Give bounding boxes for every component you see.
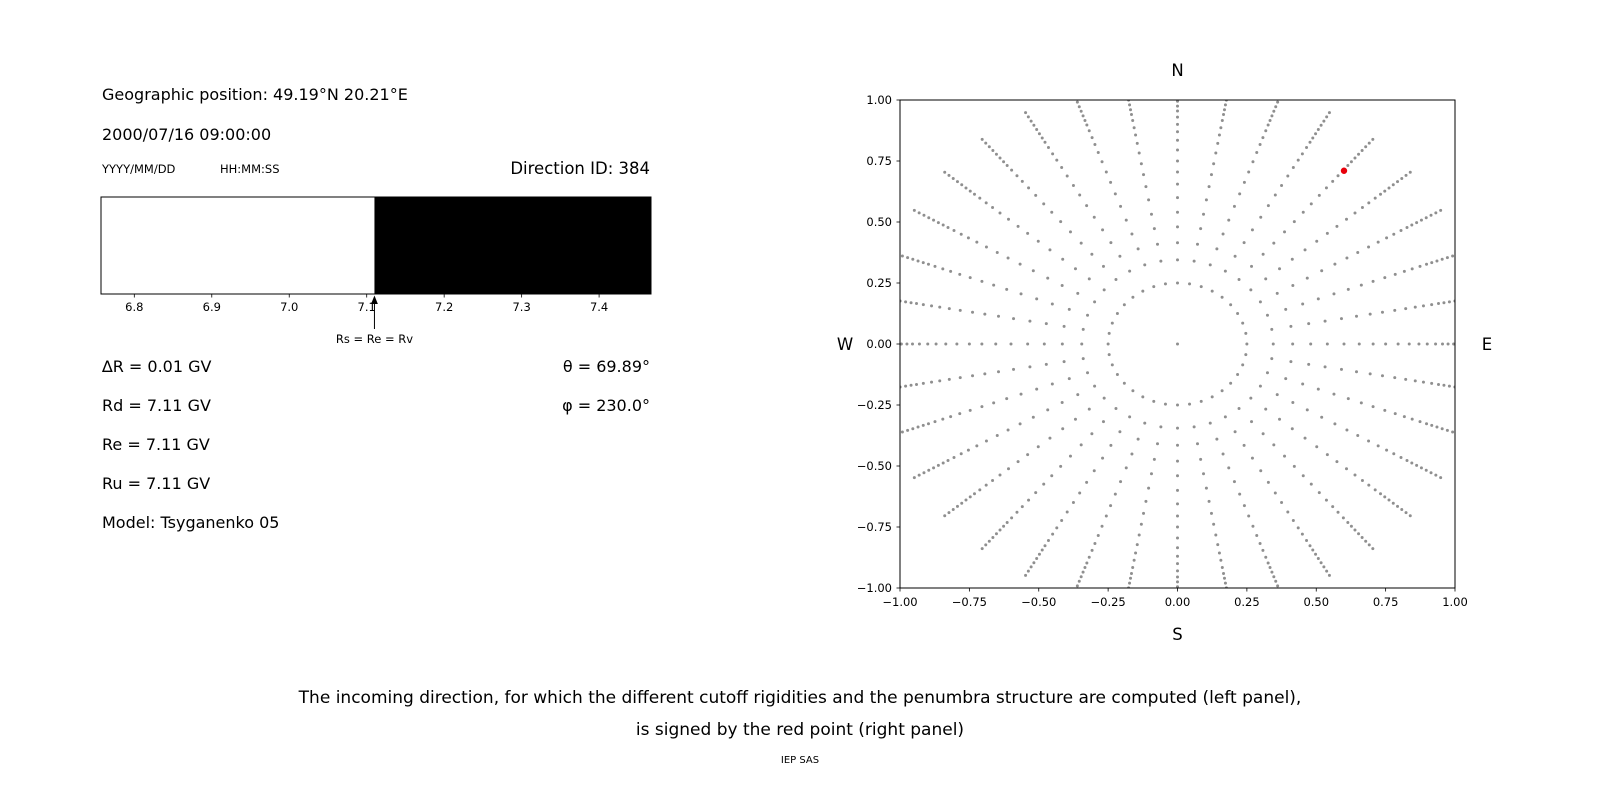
penumbra-chart: 6.8 6.9 7.0 7.1 7.2 7.3 7.4Rs = Re = Rv xyxy=(100,196,652,346)
direction-map-chart: −1.00 −0.75 −0.50 −0.25 0.00 0.25 0.50 0.75 1.00… xyxy=(837,61,1492,644)
tick-label: −0.75 xyxy=(857,520,892,534)
tick-label: 0.75 xyxy=(866,154,892,168)
penumbra-x-ticks: 6.8 6.9 7.0 7.1 7.2 7.3 7.4 xyxy=(125,294,608,314)
rd-value: Rd = 7.11 GV xyxy=(102,396,211,415)
date-format-label: YYYY/MM/DD xyxy=(102,162,176,176)
phi-value: φ = 230.0° xyxy=(562,396,650,415)
tick-label: 0.00 xyxy=(866,337,892,351)
tick-label: 1.00 xyxy=(1442,595,1468,609)
caption-line-1: The incoming direction, for which the di… xyxy=(298,688,1302,708)
tick-label: −0.50 xyxy=(1021,595,1056,609)
tick-label: 7.0 xyxy=(280,300,298,314)
penumbra-segments xyxy=(101,197,651,294)
penumbra-segment xyxy=(101,197,375,294)
penumbra-border xyxy=(100,196,652,295)
delta-r-value: ∆R = 0.01 GV xyxy=(102,357,212,376)
tick-label: −1.00 xyxy=(882,595,917,609)
tick-label: 0.75 xyxy=(1373,595,1399,609)
arrow-head xyxy=(371,295,378,304)
tick-label: 6.8 xyxy=(125,300,143,314)
ru-value: Ru = 7.11 GV xyxy=(102,474,211,493)
y-axis-ticks: −1.00 −0.75 −0.50 −0.25 0.00 0.25 0.50 0.75 1.00 xyxy=(857,93,900,595)
center-dot xyxy=(1176,342,1179,346)
tick-label: 0.25 xyxy=(866,276,892,290)
x-axis-ticks: −1.00 −0.75 −0.50 −0.25 0.00 0.25 0.50 0.75 1.00 xyxy=(882,588,1468,609)
theta-value: θ = 69.89° xyxy=(562,357,650,376)
tick-label: 6.9 xyxy=(203,300,221,314)
tick-label: 0.50 xyxy=(866,215,892,229)
selected-direction-red-point xyxy=(1340,167,1348,174)
tick-label: 7.3 xyxy=(512,300,530,314)
compass-west-label: W xyxy=(837,335,853,354)
tick-label: 0.00 xyxy=(1165,595,1191,609)
tick-label: 7.4 xyxy=(590,300,608,314)
tick-label: −1.00 xyxy=(857,581,892,595)
re-value: Re = 7.11 GV xyxy=(102,435,210,454)
tick-label: 0.25 xyxy=(1234,595,1260,609)
compass-east-label: E xyxy=(1482,335,1492,354)
tick-label: −0.75 xyxy=(952,595,987,609)
tick-label: 0.50 xyxy=(1303,595,1329,609)
cutoff-arrow xyxy=(371,295,378,329)
direction-id-label: Direction ID: 384 xyxy=(510,159,650,178)
tick-label: −0.25 xyxy=(1091,595,1126,609)
compass-north-label: N xyxy=(1171,61,1183,80)
asymptotic-direction-dots xyxy=(900,100,1455,588)
geo-position-text: Geographic position: 49.19°N 20.21°E xyxy=(102,85,408,104)
penumbra-segment xyxy=(374,197,651,294)
tick-label: 1.00 xyxy=(866,93,892,107)
tick-label: −0.50 xyxy=(857,459,892,473)
arrow-label: Rs = Re = Rv xyxy=(336,332,413,346)
compass-south-label: S xyxy=(1172,625,1182,644)
tick-label: 7.2 xyxy=(435,300,453,314)
caption-line-2: is signed by the red point (right panel) xyxy=(635,720,965,740)
time-format-label: HH:MM:SS xyxy=(220,162,280,176)
tick-label: −0.25 xyxy=(857,398,892,412)
model-label: Model: Tsyganenko 05 xyxy=(102,513,280,532)
datetime-text: 2000/07/16 09:00:00 xyxy=(102,125,272,144)
credit-label: IEP SAS xyxy=(780,755,820,766)
